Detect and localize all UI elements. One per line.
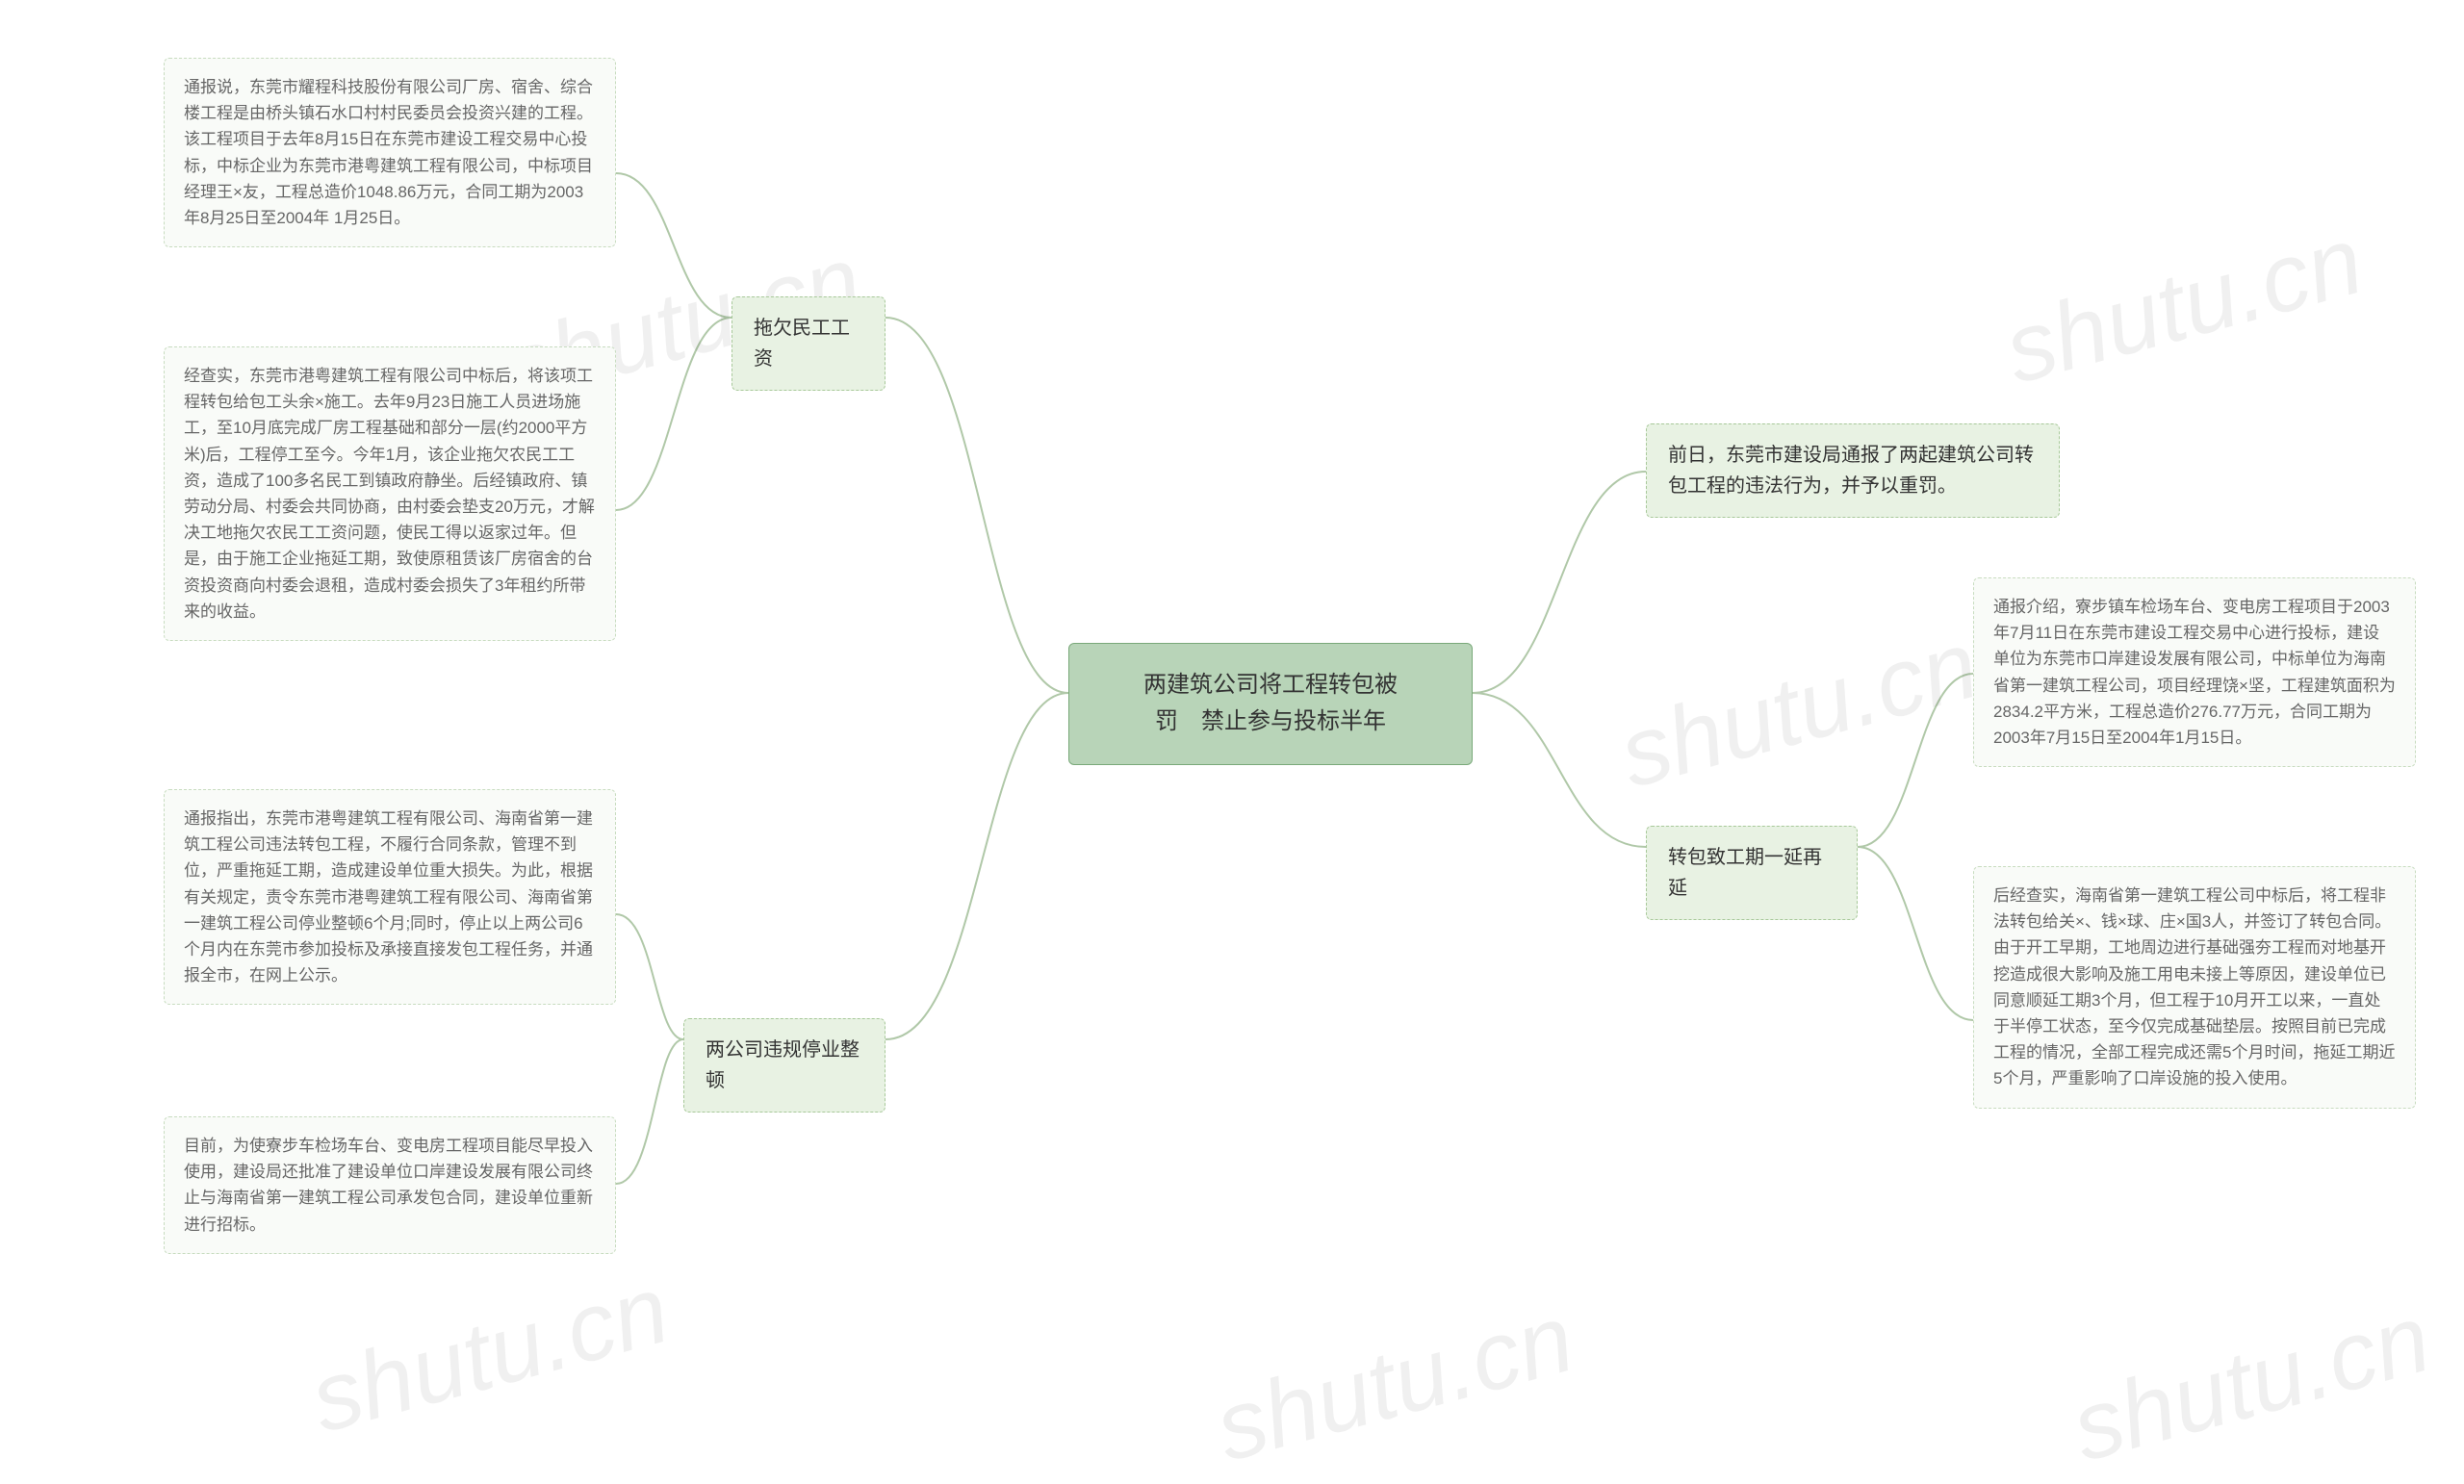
right-top-leaf[interactable]: 前日，东莞市建设局通报了两起建筑公司转包工程的违法行为，并予以重罚。 <box>1646 423 2060 518</box>
left-branch2-leaf2[interactable]: 目前，为使寮步车检场车台、变电房工程项目能尽早投入使用，建设局还批准了建设单位口… <box>164 1116 616 1254</box>
watermark: shutu.cn <box>1205 1283 1585 1484</box>
watermark: shutu.cn <box>300 1254 680 1455</box>
center-title-line1: 两建筑公司将工程转包被 <box>1096 667 1445 704</box>
right-leaf-2[interactable]: 后经查实，海南省第一建筑工程公司中标后，将工程非法转包给关×、钱×球、庄×国3人… <box>1973 866 2416 1109</box>
watermark: shutu.cn <box>1609 609 1989 810</box>
center-title-line2: 罚 禁止参与投标半年 <box>1096 704 1445 740</box>
watermark: shutu.cn <box>1994 205 2374 406</box>
right-branch[interactable]: 转包致工期一延再延 <box>1646 826 1858 920</box>
left-branch1-leaf1[interactable]: 通报说，东莞市耀程科技股份有限公司厂房、宿舍、综合楼工程是由桥头镇石水口村村民委… <box>164 58 616 247</box>
center-node[interactable]: 两建筑公司将工程转包被 罚 禁止参与投标半年 <box>1068 643 1473 765</box>
left-branch1-leaf2[interactable]: 经查实，东莞市港粤建筑工程有限公司中标后，将该项工程转包给包工头余×施工。去年9… <box>164 346 616 641</box>
left-branch2-leaf1[interactable]: 通报指出，东莞市港粤建筑工程有限公司、海南省第一建筑工程公司违法转包工程，不履行… <box>164 789 616 1005</box>
right-leaf-1[interactable]: 通报介绍，寮步镇车检场车台、变电房工程项目于2003年7月11日在东莞市建设工程… <box>1973 577 2416 767</box>
left-branch-2[interactable]: 两公司违规停业整顿 <box>683 1018 886 1113</box>
left-branch-1[interactable]: 拖欠民工工资 <box>732 296 886 391</box>
watermark: shutu.cn <box>2062 1283 2442 1484</box>
